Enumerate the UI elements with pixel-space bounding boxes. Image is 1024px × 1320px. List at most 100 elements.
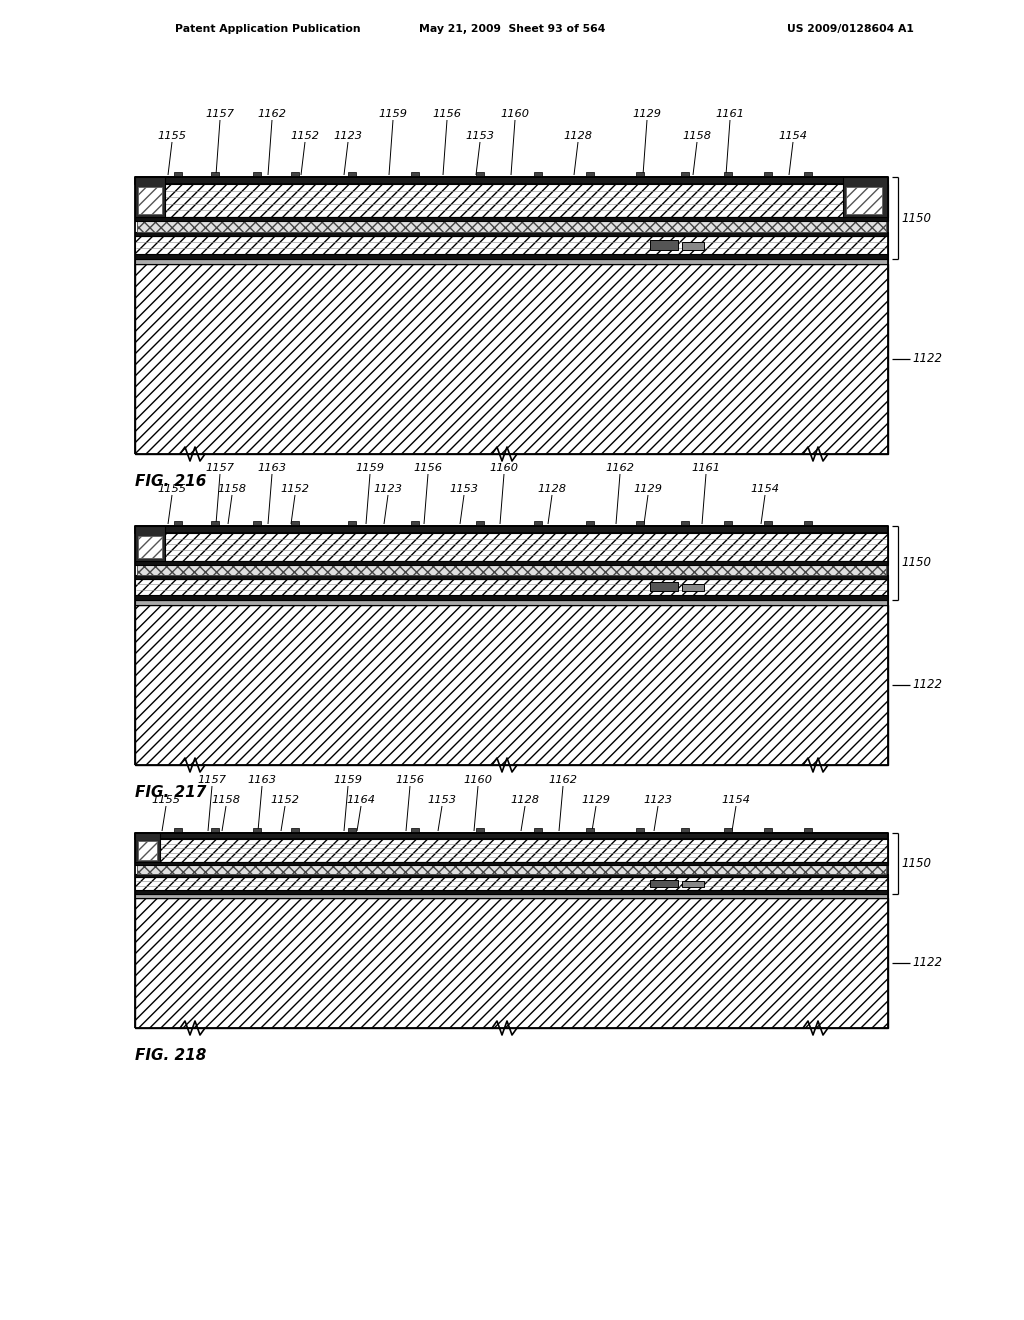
Text: 1153: 1153: [427, 795, 457, 805]
Bar: [135, 862, 888, 865]
Text: 1162: 1162: [549, 775, 578, 785]
Text: 1123: 1123: [643, 795, 673, 805]
Bar: [636, 828, 644, 833]
Text: FIG. 217: FIG. 217: [135, 785, 207, 800]
Text: 1152: 1152: [281, 484, 309, 494]
Text: 1154: 1154: [751, 484, 779, 494]
Text: 1129: 1129: [633, 110, 662, 119]
Bar: [211, 521, 219, 525]
Bar: [534, 172, 542, 177]
Text: 1122: 1122: [912, 352, 942, 366]
Bar: [135, 561, 888, 565]
Bar: [804, 828, 812, 833]
Text: 1155: 1155: [158, 131, 186, 141]
Text: 1129: 1129: [582, 795, 610, 805]
Bar: [135, 259, 888, 264]
Bar: [724, 828, 732, 833]
Bar: [135, 253, 888, 259]
Bar: [681, 521, 689, 525]
Text: 1159: 1159: [355, 463, 384, 473]
Text: 1160: 1160: [464, 775, 493, 785]
Bar: [135, 876, 888, 890]
Text: 1159: 1159: [379, 110, 408, 119]
Bar: [135, 894, 888, 898]
Text: 1123: 1123: [334, 131, 362, 141]
Text: 1160: 1160: [501, 110, 529, 119]
Text: 1158: 1158: [217, 484, 247, 494]
Bar: [174, 521, 182, 525]
Bar: [846, 187, 882, 214]
Text: May 21, 2009  Sheet 93 of 564: May 21, 2009 Sheet 93 of 564: [419, 24, 605, 34]
Bar: [135, 579, 888, 595]
Bar: [135, 216, 888, 220]
Bar: [764, 172, 772, 177]
Bar: [135, 605, 888, 766]
Bar: [804, 172, 812, 177]
Text: 1159: 1159: [334, 775, 362, 785]
Bar: [636, 521, 644, 525]
Text: 1153: 1153: [450, 484, 478, 494]
Bar: [135, 236, 888, 253]
Text: 1157: 1157: [206, 110, 234, 119]
Bar: [682, 583, 705, 591]
Text: FIG. 216: FIG. 216: [135, 474, 207, 488]
Text: US 2009/0128604 A1: US 2009/0128604 A1: [786, 24, 913, 34]
Bar: [682, 242, 705, 249]
Text: 1123: 1123: [374, 484, 402, 494]
Bar: [135, 595, 888, 601]
Bar: [586, 828, 594, 833]
Bar: [411, 828, 419, 833]
Bar: [135, 183, 888, 216]
Bar: [586, 172, 594, 177]
Bar: [135, 264, 888, 454]
Bar: [291, 172, 299, 177]
Text: 1154: 1154: [778, 131, 808, 141]
Bar: [253, 172, 261, 177]
Bar: [135, 840, 888, 862]
Text: FIG. 218: FIG. 218: [135, 1048, 207, 1063]
Text: 1152: 1152: [270, 795, 299, 805]
Bar: [650, 240, 678, 249]
Bar: [137, 565, 886, 576]
Bar: [681, 172, 689, 177]
Text: 1128: 1128: [511, 795, 540, 805]
Bar: [764, 828, 772, 833]
Bar: [586, 521, 594, 525]
Bar: [174, 828, 182, 833]
Bar: [174, 172, 182, 177]
Bar: [137, 220, 886, 232]
Text: 1161: 1161: [716, 110, 744, 119]
Bar: [135, 525, 888, 533]
Text: 1150: 1150: [901, 557, 931, 569]
Bar: [135, 874, 888, 876]
Bar: [724, 172, 732, 177]
Bar: [138, 187, 162, 214]
Text: 1154: 1154: [722, 795, 751, 805]
Text: 1164: 1164: [346, 795, 376, 805]
Text: 1155: 1155: [158, 484, 186, 494]
Bar: [135, 232, 888, 236]
Text: 1129: 1129: [634, 484, 663, 494]
Bar: [253, 828, 261, 833]
Bar: [211, 828, 219, 833]
Bar: [476, 172, 484, 177]
Bar: [291, 521, 299, 525]
Bar: [135, 177, 888, 183]
Bar: [135, 890, 888, 894]
Bar: [211, 172, 219, 177]
Text: Patent Application Publication: Patent Application Publication: [175, 24, 360, 34]
Bar: [135, 833, 888, 840]
Bar: [348, 172, 356, 177]
Text: 1158: 1158: [683, 131, 712, 141]
Bar: [135, 525, 165, 561]
Bar: [636, 172, 644, 177]
Text: 1128: 1128: [538, 484, 566, 494]
Text: 1153: 1153: [466, 131, 495, 141]
Text: 1162: 1162: [257, 110, 287, 119]
Bar: [681, 828, 689, 833]
Text: 1157: 1157: [206, 463, 234, 473]
Bar: [843, 177, 888, 216]
Text: 1157: 1157: [198, 775, 226, 785]
Bar: [682, 880, 705, 887]
Text: 1156: 1156: [432, 110, 462, 119]
